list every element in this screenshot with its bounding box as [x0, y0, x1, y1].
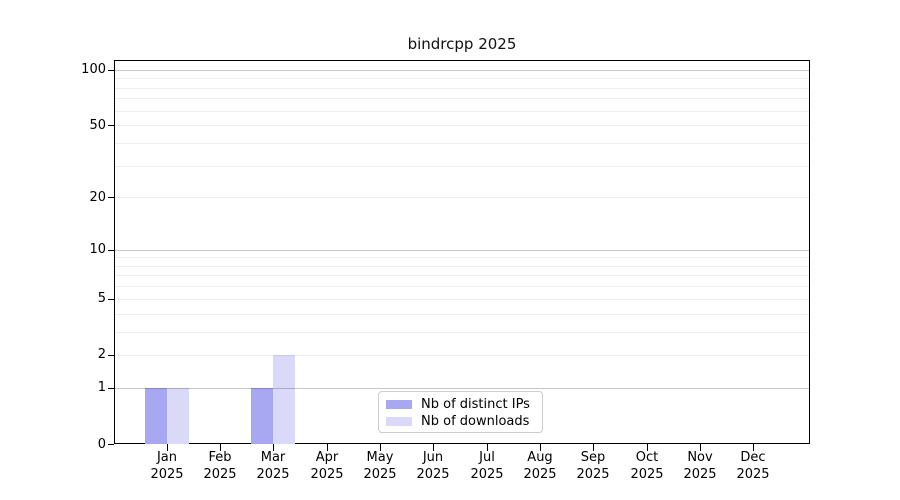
downloads-legend-swatch [386, 417, 412, 426]
minor-gridline [115, 197, 809, 198]
x-tick-label: Oct 2025 [630, 450, 664, 482]
y-axis-tick [108, 355, 114, 356]
minor-gridline [115, 275, 809, 276]
x-tick-label: Mar 2025 [256, 450, 290, 482]
x-tick-label: May 2025 [363, 450, 397, 482]
bar-distinct-ips [144, 387, 167, 444]
x-tick-label: Aug 2025 [523, 450, 557, 482]
y-tick-label: 10 [89, 242, 106, 257]
minor-gridline [115, 355, 809, 356]
y-axis-tick [108, 250, 114, 251]
plot-area [114, 60, 810, 444]
x-axis-tick [380, 444, 381, 451]
x-tick-label: Dec 2025 [736, 450, 770, 482]
legend-label: Nb of downloads [421, 414, 530, 429]
x-tick-label: Nov 2025 [683, 450, 717, 482]
x-axis-tick [327, 444, 328, 451]
x-axis-tick [433, 444, 434, 451]
x-axis-tick [167, 444, 168, 451]
distinct-ips-legend-swatch [386, 400, 412, 409]
minor-gridline [115, 98, 809, 99]
minor-gridline [115, 143, 809, 144]
minor-gridline [115, 111, 809, 112]
legend: Nb of distinct IPs Nb of downloads [378, 391, 543, 433]
x-axis-tick [753, 444, 754, 451]
minor-gridline [115, 266, 809, 267]
x-axis-tick [700, 444, 701, 451]
bar-distinct-ips [251, 387, 274, 444]
minor-gridline [115, 78, 809, 79]
x-axis-tick [593, 444, 594, 451]
major-gridline [115, 250, 809, 251]
minor-gridline [115, 299, 809, 300]
x-axis-tick [540, 444, 541, 451]
y-tick-label: 2 [97, 347, 106, 362]
y-tick-label: 100 [81, 62, 106, 77]
x-tick-label: Jun 2025 [416, 450, 450, 482]
x-tick-label: Apr 2025 [310, 450, 344, 482]
legend-label: Nb of distinct IPs [421, 397, 530, 412]
x-tick-label: Sep 2025 [576, 450, 610, 482]
legend-row: Nb of distinct IPs [386, 396, 534, 413]
x-tick-label: Jul 2025 [470, 450, 504, 482]
y-axis-tick [108, 197, 114, 198]
y-tick-label: 5 [97, 291, 106, 306]
x-axis-tick [273, 444, 274, 451]
x-tick-label: Jan 2025 [150, 450, 184, 482]
y-axis-tick [108, 444, 114, 445]
major-gridline [115, 388, 809, 389]
minor-gridline [115, 314, 809, 315]
minor-gridline [115, 125, 809, 126]
legend-row: Nb of downloads [386, 413, 534, 430]
major-gridline [115, 70, 809, 71]
y-axis-tick [108, 388, 114, 389]
bar-downloads [273, 354, 296, 444]
x-tick-label: Feb 2025 [203, 450, 237, 482]
y-axis-tick [108, 125, 114, 126]
y-axis-tick [108, 70, 114, 71]
minor-gridline [115, 166, 809, 167]
x-axis-tick [647, 444, 648, 451]
y-tick-label: 1 [97, 380, 106, 395]
y-axis-tick [108, 299, 114, 300]
x-axis-tick [487, 444, 488, 451]
x-axis-tick [220, 444, 221, 451]
y-tick-label: 20 [89, 190, 106, 205]
minor-gridline [115, 332, 809, 333]
chart-title: bindrcpp 2025 [407, 35, 517, 53]
minor-gridline [115, 88, 809, 89]
y-tick-label: 50 [89, 118, 106, 133]
minor-gridline [115, 286, 809, 287]
bar-downloads [166, 387, 189, 444]
minor-gridline [115, 257, 809, 258]
y-tick-label: 0 [97, 437, 106, 452]
